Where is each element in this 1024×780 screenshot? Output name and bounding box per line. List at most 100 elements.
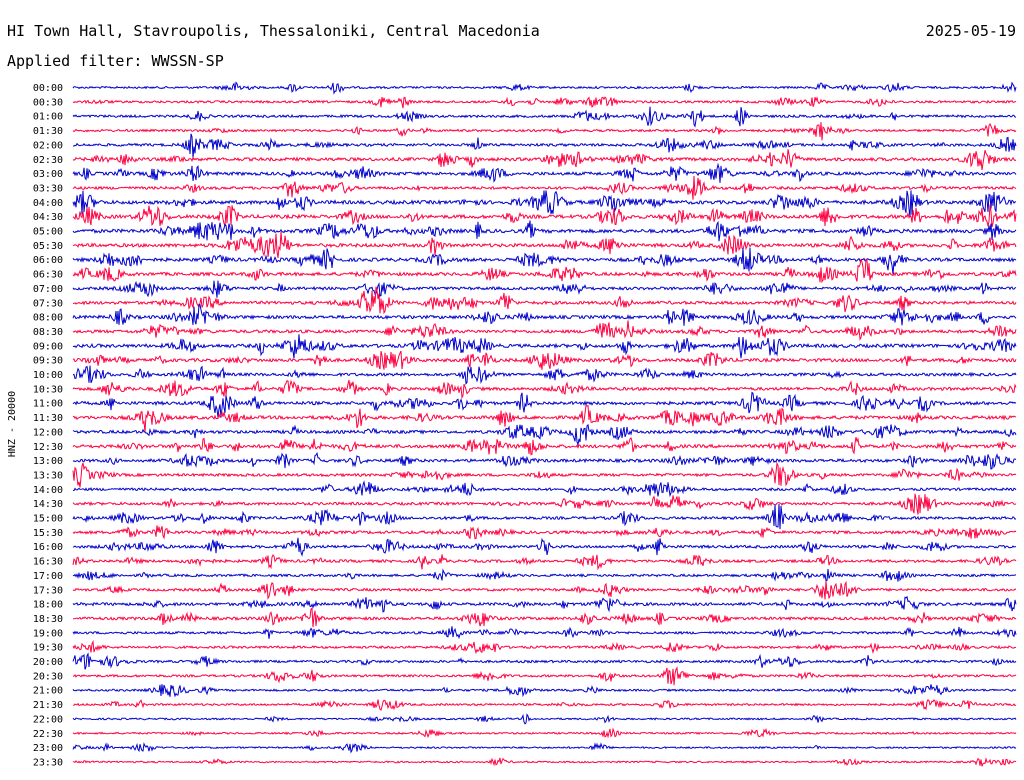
seismic-trace-line — [73, 607, 1017, 628]
trace-time-label: 04:30 — [33, 212, 63, 223]
seismic-trace-line — [72, 81, 1017, 95]
trace-time-label: 02:30 — [33, 155, 63, 166]
trace-time-label: 05:00 — [33, 227, 63, 238]
trace-time-label: 17:30 — [33, 585, 63, 596]
trace-time-label: 10:00 — [33, 370, 63, 381]
trace-time-label: 09:30 — [33, 356, 63, 367]
seismic-trace-line — [72, 280, 1017, 298]
seismic-trace-line — [72, 175, 1017, 200]
seismic-trace-line — [72, 503, 1017, 530]
trace-time-label: 23:30 — [33, 757, 63, 768]
trace-time-label: 11:30 — [33, 413, 63, 424]
seismic-trace-line — [72, 303, 1017, 326]
seismic-trace-line — [72, 626, 1017, 640]
trace-time-label: 08:00 — [33, 313, 63, 324]
seismic-trace-line — [72, 666, 1017, 686]
trace-time-label: 15:30 — [33, 528, 63, 539]
seismic-trace-line — [72, 727, 1017, 739]
trace-time-label: 06:00 — [33, 255, 63, 266]
plot-date: 2025-05-19 — [926, 22, 1016, 40]
seismic-trace-line — [72, 106, 1017, 128]
trace-time-label: 08:30 — [33, 327, 63, 338]
trace-time-label: 12:00 — [33, 427, 63, 438]
trace-time-label: 18:30 — [33, 614, 63, 625]
trace-time-label: 04:00 — [33, 198, 63, 209]
seismic-trace-line — [72, 640, 1017, 655]
seismic-trace-line — [72, 554, 1017, 571]
seismic-trace-line — [72, 525, 1017, 540]
trace-time-label: 12:30 — [33, 442, 63, 453]
seismic-trace-line — [72, 580, 1017, 600]
trace-time-label: 18:00 — [33, 600, 63, 611]
trace-time-label: 20:30 — [33, 671, 63, 682]
seismic-trace-line — [72, 258, 1017, 284]
seismic-trace-line — [72, 436, 1017, 456]
trace-time-label: 00:00 — [33, 83, 63, 94]
seismic-trace-line — [72, 231, 1017, 258]
trace-time-label: 20:00 — [33, 657, 63, 668]
trace-time-label: 11:00 — [33, 399, 63, 410]
seismic-trace-line — [72, 286, 1017, 315]
trace-time-label: 21:30 — [33, 700, 63, 711]
seismic-trace-line — [72, 391, 1017, 418]
seismic-trace-line — [72, 684, 1017, 698]
trace-time-label: 03:00 — [33, 169, 63, 180]
trace-time-label: 16:00 — [33, 542, 63, 553]
seismic-trace-line — [72, 334, 1017, 359]
trace-time-label: 14:00 — [33, 485, 63, 496]
trace-time-label: 01:30 — [33, 126, 63, 137]
seismic-trace-line — [72, 461, 1017, 488]
trace-time-label: 19:30 — [33, 643, 63, 654]
trace-time-label: 22:00 — [33, 714, 63, 725]
seismic-trace-line — [72, 756, 1017, 767]
seismic-trace-line — [72, 320, 1017, 341]
seismic-trace-line — [72, 568, 1017, 582]
seismic-trace-line — [72, 247, 1017, 275]
trace-time-label: 22:30 — [33, 729, 63, 740]
seismic-trace-line — [72, 190, 1017, 218]
trace-time-label: 17:00 — [33, 571, 63, 582]
trace-time-label: 23:00 — [33, 743, 63, 754]
trace-time-label: 00:30 — [33, 97, 63, 108]
seismic-trace-line — [73, 699, 1017, 711]
seismic-trace-line — [72, 149, 1017, 171]
seismic-trace-line — [72, 423, 1017, 447]
seismic-trace-line — [73, 480, 1017, 498]
seismic-traces — [72, 81, 1017, 767]
station-title: HI Town Hall, Stavroupolis, Thessaloniki… — [7, 22, 540, 40]
trace-time-label: 05:30 — [33, 241, 63, 252]
trace-time-label: 07:30 — [33, 298, 63, 309]
seismic-trace-line — [72, 350, 1017, 370]
seismic-trace-line — [72, 133, 1017, 158]
trace-time-label: 21:00 — [33, 686, 63, 697]
y-axis-label: HNZ - 20000 — [7, 391, 18, 457]
seismic-trace-line — [72, 404, 1017, 433]
trace-time-label: 13:30 — [33, 470, 63, 481]
seismic-trace-line — [72, 379, 1017, 400]
seismic-trace-line — [72, 122, 1017, 141]
trace-time-label: 19:00 — [33, 628, 63, 639]
trace-time-label: 02:00 — [33, 140, 63, 151]
seismic-trace-line — [72, 742, 1017, 754]
seismic-trace-line — [72, 537, 1017, 557]
trace-time-label: 03:30 — [33, 183, 63, 194]
trace-time-label: 15:00 — [33, 514, 63, 525]
trace-time-label: 06:30 — [33, 270, 63, 281]
seismic-trace-line — [72, 652, 1017, 670]
seismic-trace-line — [72, 162, 1017, 183]
trace-time-label: 09:00 — [33, 341, 63, 352]
seismic-trace-line — [72, 96, 1017, 109]
seismic-trace-line — [72, 595, 1017, 613]
trace-time-label: 13:00 — [33, 456, 63, 467]
filter-label: Applied filter: WWSSN-SP — [7, 52, 224, 70]
seismic-trace-line — [72, 220, 1017, 242]
seismic-trace-line — [72, 365, 1017, 386]
trace-time-label: 07:00 — [33, 284, 63, 295]
trace-time-label: 16:30 — [33, 557, 63, 568]
seismic-trace-line — [72, 204, 1017, 228]
seismic-trace-line — [72, 713, 1017, 725]
seismic-trace-line — [72, 493, 1017, 515]
trace-time-label: 14:30 — [33, 499, 63, 510]
time-tick-labels: 00:00 00:30 01:00 01:30 02:00 02:30 03:00 03:30… — [33, 83, 63, 768]
